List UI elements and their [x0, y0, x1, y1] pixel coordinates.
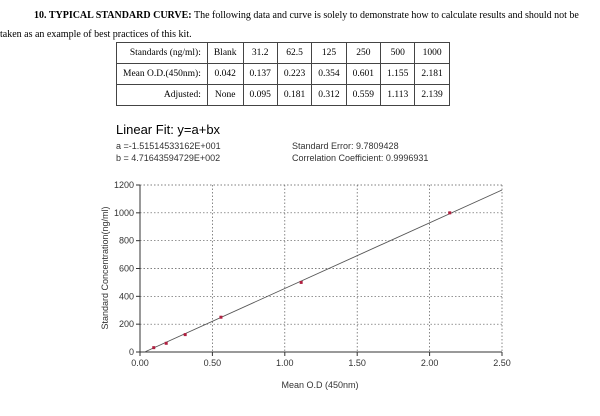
data-point [183, 333, 187, 337]
standards-table: Standards (ng/ml): Blank 31.2 62.5 125 250 500… [116, 42, 450, 106]
data-point [164, 341, 168, 345]
y-axis-label: Standard Concentration(ng/ml) [100, 206, 110, 329]
fit-line [144, 189, 503, 353]
data-point [219, 315, 223, 319]
y-tick-label: 800 [119, 236, 134, 246]
x-tick-label: 2.00 [421, 358, 439, 368]
intro-line2: taken as an example of best practices of… [0, 29, 192, 40]
standard-error: Standard Error: 9.7809428 [292, 141, 399, 151]
data-point [299, 280, 303, 284]
y-tick-label: 1200 [114, 180, 134, 190]
section-heading: 10. TYPICAL STANDARD CURVE: [34, 10, 192, 21]
intro-line1: The following data and curve is solely t… [191, 10, 579, 21]
y-tick-label: 600 [119, 264, 134, 274]
x-tick-label: 0.50 [204, 358, 222, 368]
data-point [448, 211, 452, 215]
data-point [152, 346, 156, 350]
x-tick-label: 2.50 [493, 358, 511, 368]
fit-a: a =-1.51514533162E+001 [116, 141, 221, 151]
table-cell: 0.559 [345, 84, 382, 106]
table-row: Mean O.D.(450nm): 0.042 0.137 0.223 0.354 0.6… [116, 63, 450, 85]
y-tick-label: 200 [119, 319, 134, 329]
table-cell: 2.139 [414, 84, 450, 106]
x-tick-label: 1.50 [348, 358, 366, 368]
y-tick-label: 0 [129, 347, 134, 357]
x-axis-label: Mean O.D (450nm) [281, 380, 358, 390]
x-tick-label: 1.00 [276, 358, 294, 368]
fit-b: b = 4.71643594729E+002 [116, 153, 220, 163]
row-header: Adjusted: [116, 84, 208, 106]
y-tick-label: 400 [119, 291, 134, 301]
correlation-coefficient: Correlation Coefficient: 0.9996931 [292, 153, 428, 163]
table-row: Adjusted: None 0.095 0.181 0.312 0.559 1.113 2.… [116, 84, 450, 106]
chart-title: Linear Fit: y=a+bx [116, 122, 221, 137]
x-tick-label: 0.00 [131, 358, 149, 368]
y-tick-label: 1000 [114, 208, 134, 218]
intro-text: 10. TYPICAL STANDARD CURVE: The followin… [0, 6, 600, 44]
